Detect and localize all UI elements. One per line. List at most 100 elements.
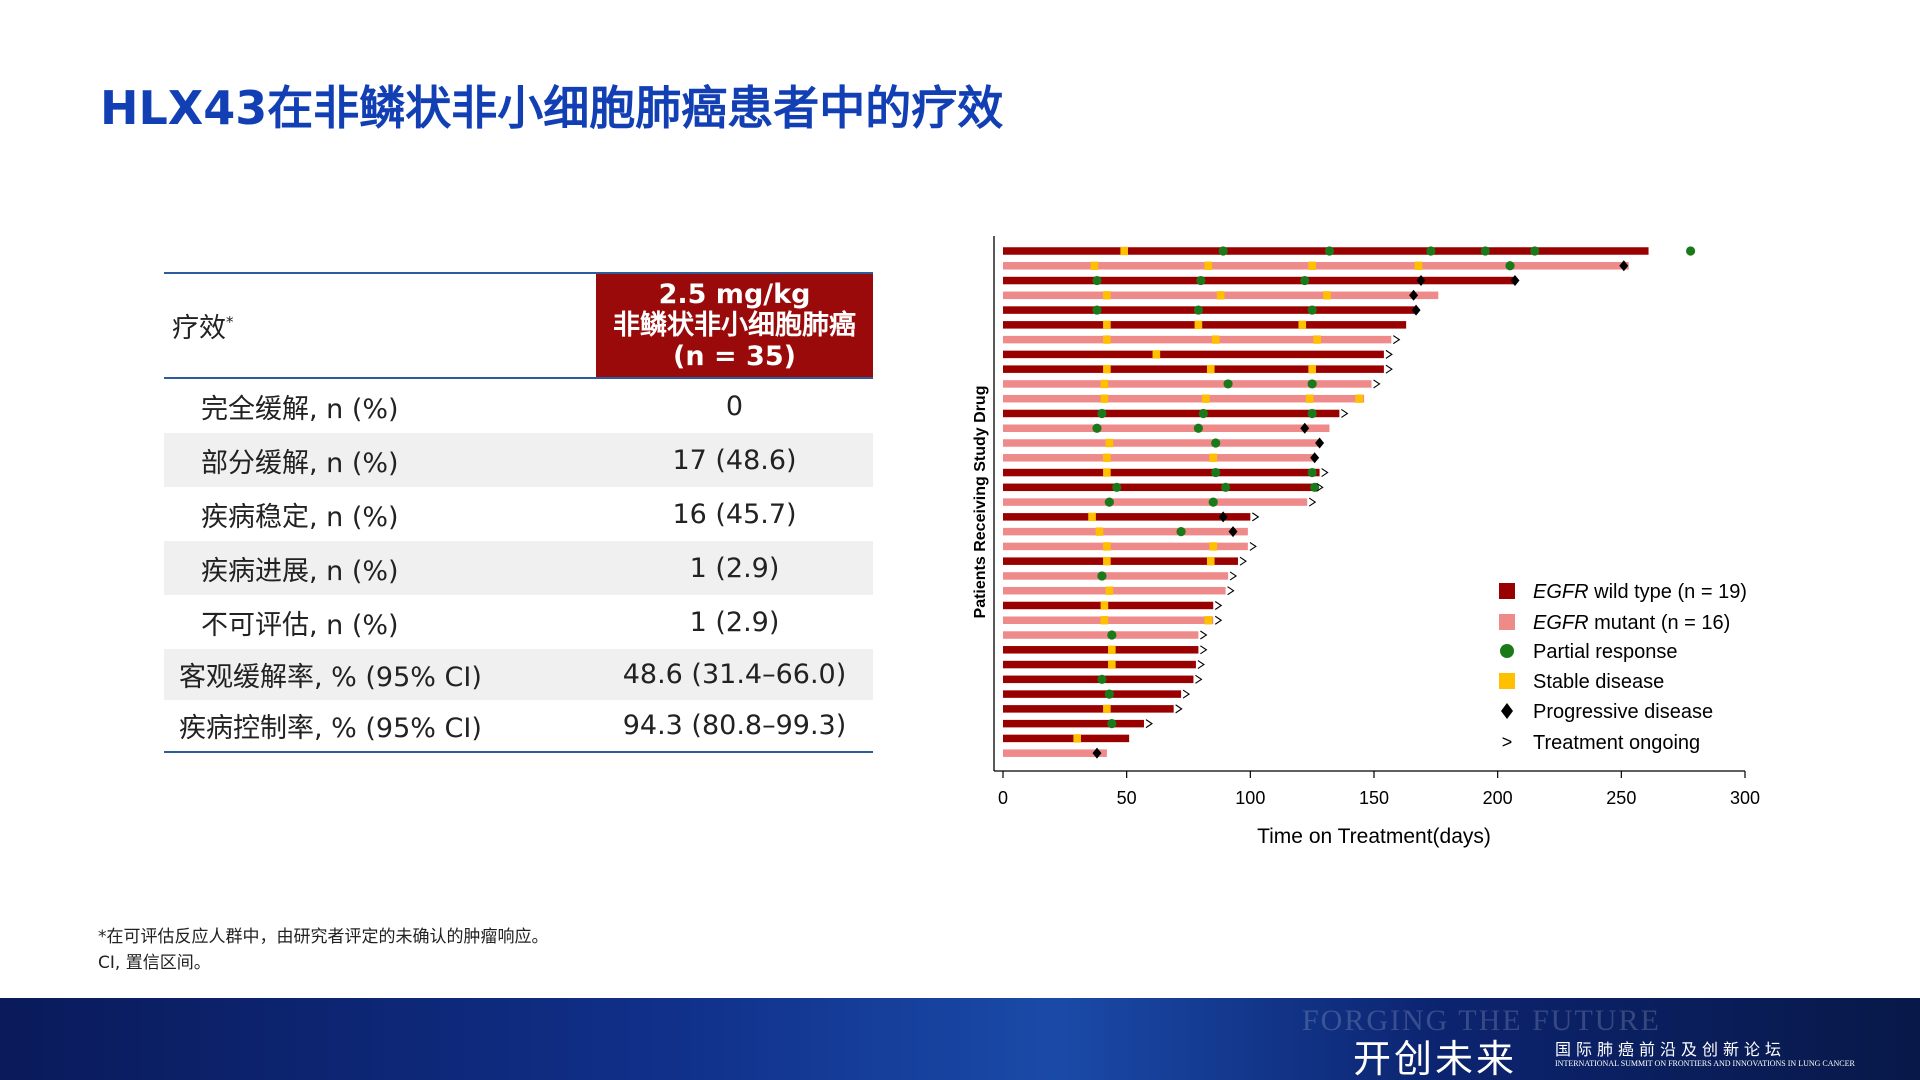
progressive-disease: [1416, 275, 1426, 287]
x-tick-label: 100: [1235, 788, 1265, 808]
legend-label: Progressive disease: [1533, 701, 1713, 723]
stable-disease: [1204, 261, 1213, 270]
efficacy-table: 疗效* 2.5 mg/kg 非鳞状非小细胞肺癌 (n = 35) 完全缓解, n…: [164, 272, 873, 753]
duration-bar: [1003, 276, 1515, 285]
ongoing-arrow: [1214, 615, 1223, 625]
legend-label: Treatment ongoing: [1533, 732, 1700, 754]
duration-bar: [1003, 749, 1107, 757]
partial-response: [1211, 467, 1221, 478]
partial-response: [1307, 467, 1317, 478]
stable-disease: [1103, 453, 1111, 462]
legend-text: mutant (n = 16): [1589, 612, 1731, 634]
row-value: 0: [725, 390, 744, 422]
ongoing-arrow: [1321, 468, 1329, 478]
x-axis-label: Time on Treatment(days): [1257, 825, 1491, 848]
x-tick-label: 0: [998, 788, 1008, 808]
stable-disease: [1103, 704, 1111, 714]
partial-response: [1104, 497, 1114, 507]
partial-response: [1198, 408, 1208, 419]
duration-bar: [1003, 439, 1320, 447]
ongoing-arrow: [1182, 689, 1191, 699]
stable-disease: [1206, 556, 1215, 566]
stable-disease: [1100, 394, 1109, 403]
stable-disease: [1355, 394, 1363, 403]
duration-bar: [1003, 572, 1229, 580]
row-value: 17 (48.6): [596, 433, 873, 487]
header-mark: *: [226, 313, 234, 331]
table-row: 疾病稳定, n (%) 16 (45.7): [164, 487, 873, 541]
legend-gene: EGFR: [1533, 612, 1589, 634]
partial-response: [1307, 305, 1317, 315]
partial-response: [1480, 246, 1490, 256]
duration-bar: [1003, 719, 1144, 728]
legend-text: Progressive disease: [1533, 701, 1713, 723]
legend-swatch: [1500, 644, 1514, 658]
legend-swatch: [1499, 614, 1515, 630]
duration-bar: [1003, 365, 1384, 373]
partial-response: [1104, 689, 1114, 699]
banner-watermark: FORGING THE FUTURE: [1302, 1004, 1661, 1037]
progressive-disease: [1218, 511, 1228, 523]
banner-slogan: 开创未来: [1353, 1037, 1518, 1080]
stable-disease: [1103, 291, 1111, 300]
header-cell: 疗效*: [164, 272, 596, 379]
duration-bar: [1003, 424, 1330, 432]
duration-bar: [1003, 660, 1196, 669]
partial-response: [1193, 423, 1203, 433]
partial-response: [1307, 408, 1317, 419]
ongoing-arrow: [1341, 409, 1349, 418]
stable-disease: [1100, 601, 1109, 610]
duration-bar: [1003, 468, 1320, 477]
slide-title: HLX43在非鳞状非小细胞肺癌患者中的疗效: [100, 81, 1004, 135]
row-label: 疾病控制率, % (95% CI): [164, 700, 596, 753]
footnote: CI, 置信区间。: [98, 953, 211, 973]
legend-label: Partial response: [1533, 641, 1678, 663]
stable-disease: [1108, 660, 1116, 669]
progressive-disease: [1092, 747, 1102, 759]
ongoing-arrow: [1175, 704, 1183, 714]
partial-response: [1112, 482, 1122, 492]
progressive-disease: [1315, 437, 1325, 449]
stable-disease: [1206, 364, 1215, 374]
duration-bar: [1003, 335, 1392, 344]
duration-bar: [1003, 586, 1226, 595]
progressive-disease: [1510, 275, 1520, 287]
table-row: 不可评估, n (%) 1 (2.9): [164, 595, 873, 649]
stable-disease: [1414, 261, 1423, 270]
duration-bar: [1003, 734, 1130, 743]
row-label: 部分缓解, n (%): [164, 433, 596, 487]
duration-bar: [1003, 527, 1248, 536]
duration-bar: [1003, 498, 1308, 506]
header-label: 疗效: [172, 313, 226, 344]
partial-response: [1208, 497, 1218, 507]
stable-disease: [1305, 394, 1314, 403]
x-tick-label: 150: [1359, 788, 1389, 808]
y-axis-label: Patients Receiving Study Drug: [972, 386, 989, 619]
stable-disease: [1088, 512, 1096, 522]
row-value: 16 (45.7): [672, 498, 797, 530]
legend-text: Treatment ongoing: [1533, 732, 1700, 754]
duration-bar: [1003, 454, 1315, 462]
stable-disease: [1216, 291, 1225, 300]
partial-response: [1107, 630, 1117, 640]
legend-symbol: >: [1502, 732, 1513, 752]
partial-response: [1092, 275, 1102, 286]
duration-bar: [1003, 483, 1315, 492]
legend-text: wild type (n = 19): [1589, 581, 1747, 603]
partial-response: [1300, 275, 1310, 286]
duration-bar: [1003, 350, 1384, 359]
partial-response: [1107, 719, 1117, 729]
stable-disease: [1100, 616, 1109, 625]
row-value: 1 (2.9): [596, 541, 873, 595]
ongoing-arrow: [1200, 645, 1208, 655]
stable-disease: [1313, 335, 1321, 344]
partial-response: [1310, 482, 1320, 492]
duration-bar: [1003, 542, 1248, 551]
table-body: 疗效* 2.5 mg/kg 非鳞状非小细胞肺癌 (n = 35) 完全缓解, n…: [164, 272, 873, 753]
legend-gene: EGFR: [1533, 581, 1589, 603]
stable-disease: [1323, 291, 1331, 300]
stable-disease: [1209, 453, 1218, 462]
partial-response: [1196, 275, 1206, 286]
progressive-disease: [1300, 422, 1310, 434]
ongoing-arrow: [1249, 541, 1257, 551]
